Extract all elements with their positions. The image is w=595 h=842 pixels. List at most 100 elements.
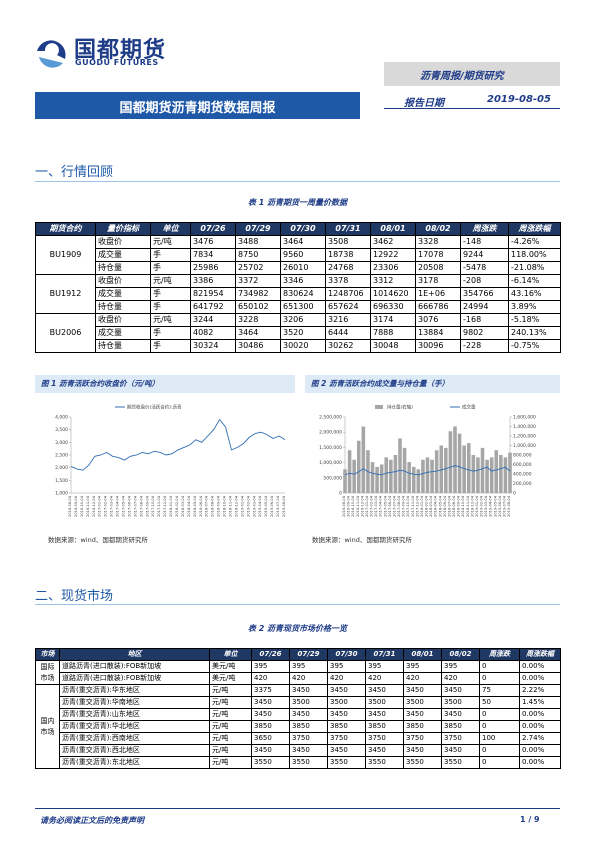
x-tick-label: 2019-08-04 bbox=[282, 495, 286, 517]
cell: 3850 bbox=[403, 720, 442, 733]
date-label: 报告日期 bbox=[404, 98, 444, 109]
cell: 3550 bbox=[327, 756, 366, 769]
cell: 沥青(重交沥青):西北地区 bbox=[59, 744, 210, 757]
x-tick-label: 2019-03-04 bbox=[484, 495, 488, 517]
bar bbox=[444, 447, 448, 493]
cell: 4082 bbox=[190, 326, 236, 340]
table-row: 持仓量手 641792 650102 651300 657624 696330 666786… bbox=[36, 300, 561, 314]
bar bbox=[384, 457, 389, 493]
cell: 420 bbox=[365, 672, 404, 685]
cell: -168 bbox=[460, 313, 509, 327]
banner-title: 国都期货沥青期货数据周报 bbox=[119, 101, 276, 116]
cell: 3750 bbox=[441, 732, 480, 745]
cell: 3375 bbox=[251, 684, 290, 697]
x-tick-label: 2019-04-04 bbox=[489, 495, 493, 517]
cell: 沥青(重交沥青):西南地区 bbox=[59, 732, 210, 745]
cell: 元/吨 bbox=[209, 696, 252, 709]
cell: 3464 bbox=[235, 326, 281, 340]
header-cell: 单位 bbox=[150, 222, 191, 236]
cell: 830624 bbox=[280, 287, 326, 301]
x-tick-label: 2019-02-04 bbox=[480, 495, 484, 517]
header-cell: 期货合约 bbox=[35, 222, 96, 236]
cell: 354766 bbox=[460, 287, 509, 301]
x-tick-label: 2017-11-04 bbox=[157, 495, 161, 517]
cell: 3372 bbox=[235, 274, 281, 288]
divider bbox=[35, 604, 560, 605]
cell: 3500 bbox=[327, 696, 366, 709]
x-tick-label: 2016-12-04 bbox=[360, 495, 364, 517]
x-tick-label: 2017-08-04 bbox=[397, 495, 401, 517]
x-tick-label: 2017-12-04 bbox=[415, 495, 419, 517]
cell: 3850 bbox=[251, 720, 290, 733]
header-cell: 08/02 bbox=[415, 222, 461, 236]
y-tick-label: 500,000 bbox=[323, 475, 342, 481]
cell: 3174 bbox=[370, 313, 416, 327]
y-tick-label: 3,000 bbox=[55, 440, 68, 446]
cell: 3500 bbox=[289, 696, 328, 709]
cell: 0 bbox=[479, 720, 520, 733]
cell: 9802 bbox=[460, 326, 509, 340]
cell: 元/吨 bbox=[150, 313, 191, 327]
cell: -228 bbox=[460, 339, 509, 353]
cell: 3450 bbox=[251, 696, 290, 709]
cell: 30486 bbox=[235, 339, 281, 353]
table-row: 沥青(重交沥青):东北地区 元/吨 3550 3550 3550 3550 3550 3550… bbox=[36, 756, 561, 769]
table: 市场 地区 单位 07/26 07/29 07/30 07/31 08/01 08/02 周涨跌周… bbox=[35, 648, 561, 769]
section-heading: 一、行情回顾 bbox=[35, 165, 114, 180]
y2-tick-label: 200,000 bbox=[513, 481, 532, 487]
cell: 7834 bbox=[190, 248, 236, 262]
cell: 3450 bbox=[441, 744, 480, 757]
cell: 43.16% bbox=[508, 287, 561, 301]
table-row: 成交量手 821954 734982 830624 1248706 1014620 1E+0… bbox=[36, 287, 561, 301]
cell: 17078 bbox=[415, 248, 461, 262]
cell: -0.75% bbox=[508, 339, 561, 353]
x-tick-label: 2017-10-04 bbox=[151, 495, 155, 517]
x-tick-label: 2019-07-04 bbox=[502, 495, 506, 517]
header-cell: 07/26 bbox=[251, 648, 290, 661]
bar bbox=[457, 433, 462, 493]
cell: 3550 bbox=[251, 756, 290, 769]
category-bar bbox=[384, 62, 560, 86]
header-cell: 周涨跌幅 bbox=[508, 222, 561, 236]
x-tick-label: 2017-07-04 bbox=[392, 495, 396, 517]
cell: 9244 bbox=[460, 248, 509, 262]
header-cell: 07/29 bbox=[289, 648, 328, 661]
y-tick-label: 2,500,000 bbox=[319, 415, 342, 421]
cell: 3450 bbox=[365, 744, 404, 757]
x-tick-label: 2018-03-04 bbox=[181, 495, 185, 517]
bar bbox=[352, 459, 356, 493]
bar bbox=[439, 445, 444, 493]
cell: 沥青(重交沥青):东北地区 bbox=[59, 756, 210, 769]
y-tick-label: 1,000,000 bbox=[319, 460, 342, 466]
cell: 3500 bbox=[365, 696, 404, 709]
table-row: BU2006 收盘价 元/吨 3244 3228 3206 3216 3174 3076 -168… bbox=[35, 313, 561, 353]
cell: 1248706 bbox=[325, 287, 371, 301]
cell: 30096 bbox=[415, 339, 461, 353]
cell: 3216 bbox=[325, 313, 371, 327]
bar bbox=[471, 455, 476, 493]
table-row: 沥青(重交沥青):华北地区 元/吨 3850 3850 3850 3850 3850 3850… bbox=[36, 720, 561, 733]
logo-subtext: GUODU FUTURES bbox=[75, 58, 159, 67]
cell: 75 bbox=[479, 684, 520, 697]
cell: 沥青(重交沥青):华南地区 bbox=[59, 696, 210, 709]
table-row: 成交量手 4082 3464 3520 6444 7888 13884 9802 240.13% bbox=[36, 326, 561, 340]
y2-tick-label: 0 bbox=[513, 491, 516, 497]
cell: 3450 bbox=[289, 684, 328, 697]
cell: 696330 bbox=[370, 300, 416, 314]
bar bbox=[356, 440, 361, 493]
bar bbox=[398, 438, 402, 493]
cell: 3450 bbox=[327, 708, 366, 721]
x-tick-label: 2019-04-04 bbox=[258, 495, 262, 517]
cell: 3550 bbox=[403, 756, 442, 769]
cell: 3450 bbox=[327, 744, 366, 757]
table-row: 成交量手 7834 8750 9560 18738 12922 17078 9244 118.0… bbox=[36, 248, 561, 262]
y-tick-label: 1,500 bbox=[55, 478, 68, 484]
cell: 9560 bbox=[280, 248, 326, 262]
cell: 元/吨 bbox=[209, 744, 252, 757]
x-tick-label: 2017-09-04 bbox=[145, 495, 149, 517]
cell: 3076 bbox=[415, 313, 461, 327]
cell: 1014620 bbox=[370, 287, 416, 301]
group-cell: BU1909 bbox=[35, 235, 96, 275]
cell: 0 bbox=[479, 744, 520, 757]
cell: 8750 bbox=[235, 248, 281, 262]
